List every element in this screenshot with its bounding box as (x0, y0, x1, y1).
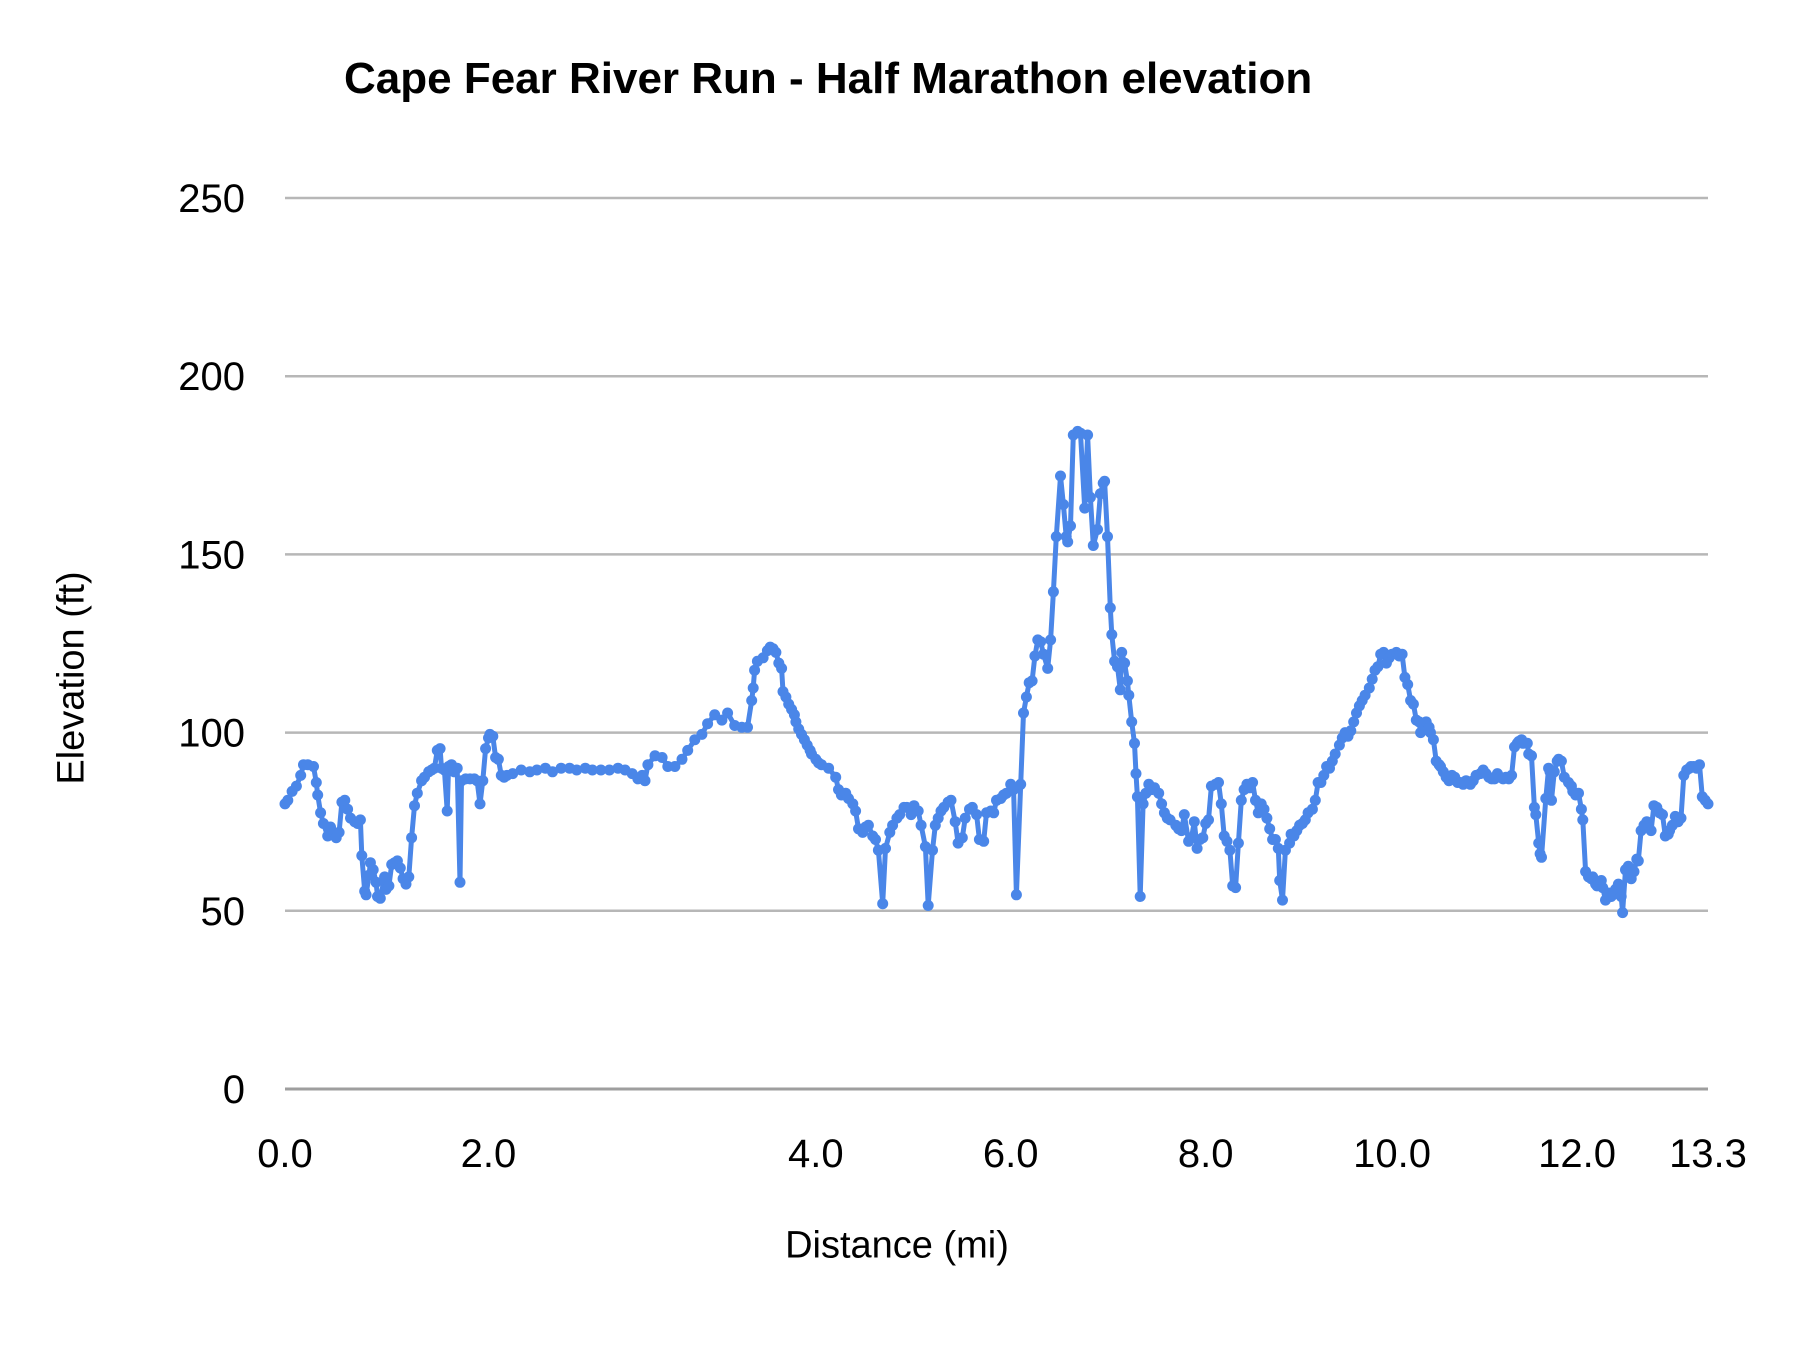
y-tick-0: 0 (223, 1068, 245, 1112)
x-tick-12.0: 12.0 (1538, 1132, 1616, 1176)
y-tick-150: 150 (178, 533, 245, 577)
y-tick-200: 200 (178, 355, 245, 399)
x-tick-0.0: 0.0 (257, 1132, 313, 1176)
y-tick-50: 50 (201, 890, 246, 934)
x-tick-8.0: 8.0 (1178, 1132, 1234, 1176)
y-tick-250: 250 (178, 177, 245, 221)
chart-title: Cape Fear River Run - Half Marathon elev… (344, 54, 1313, 103)
x-tick-6.0: 6.0 (983, 1132, 1039, 1176)
x-tick-10.0: 10.0 (1353, 1132, 1431, 1176)
x-tick-4.0: 4.0 (788, 1132, 844, 1176)
x-axis-title: Distance (mi) (785, 1224, 1009, 1267)
x-tick-13.3: 13.3 (1669, 1132, 1747, 1176)
x-tick-2.0: 2.0 (461, 1132, 517, 1176)
y-tick-100: 100 (178, 712, 245, 756)
elevation-series-line (282, 428, 1711, 916)
